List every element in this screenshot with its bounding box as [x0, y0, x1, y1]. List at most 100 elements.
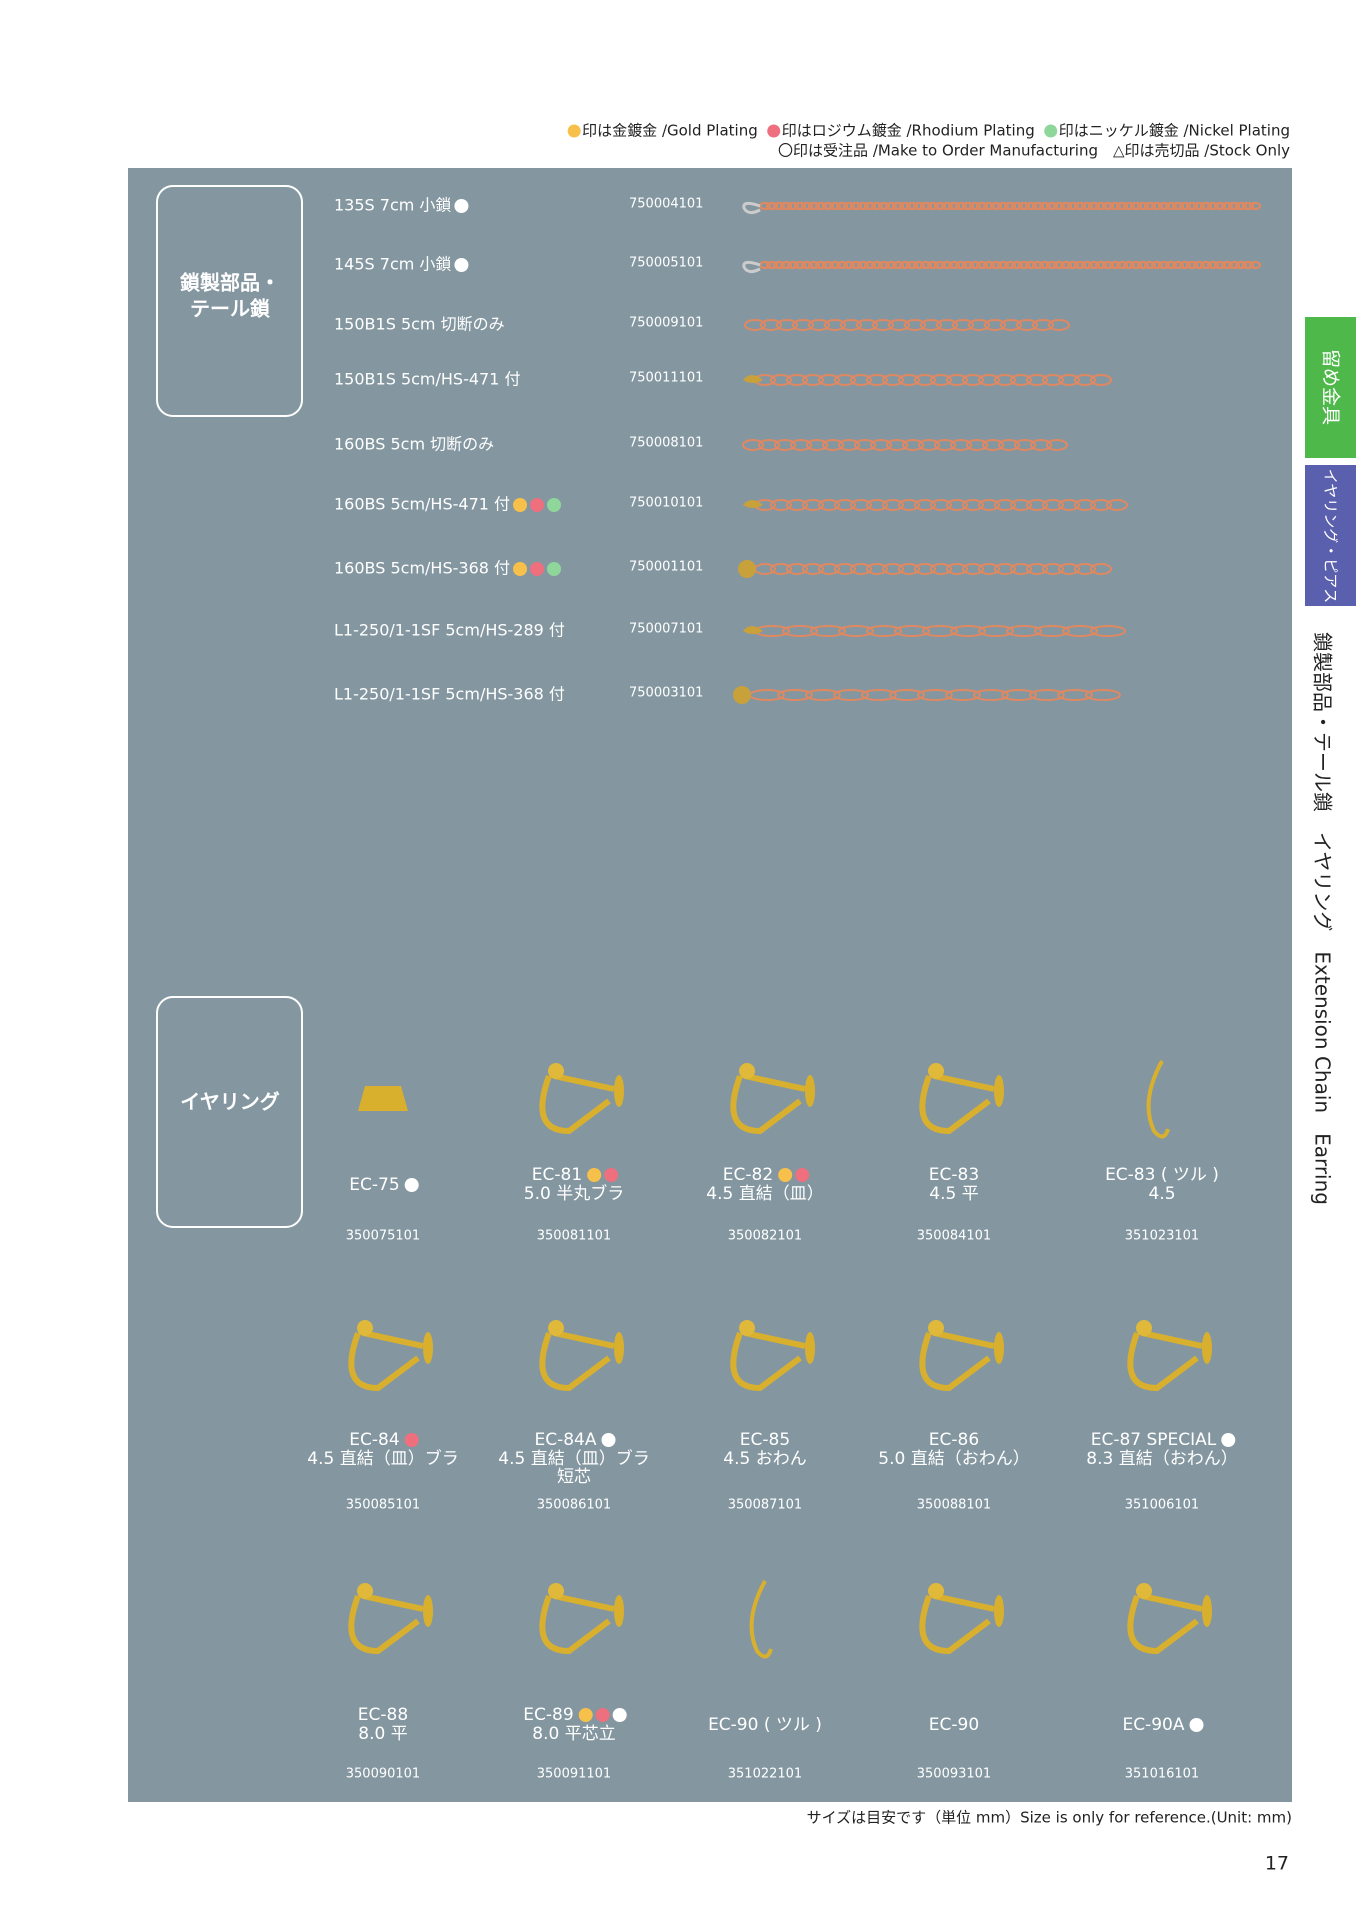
side-tab[interactable] [1305, 465, 1356, 606]
earring-image [1146, 1060, 1170, 1139]
chain-link [950, 625, 986, 637]
chain-link [968, 260, 982, 270]
item-desc: 8.0 平 [358, 1724, 407, 1744]
item-name: EC-75 [349, 1175, 399, 1195]
chain-link [1017, 201, 1031, 211]
plating-dot [1044, 124, 1058, 138]
plating-dot [530, 562, 545, 576]
chain-link [1143, 260, 1157, 270]
chain-link [968, 201, 982, 211]
item-name: EC-82 [723, 1165, 773, 1185]
chain-link [866, 374, 888, 386]
chain-link [1192, 260, 1206, 270]
chain-link [850, 374, 872, 386]
chain-link [854, 439, 876, 451]
chain-link [840, 319, 862, 331]
chain-link [802, 563, 824, 575]
chain-link [1090, 499, 1112, 511]
chain-link [1024, 201, 1038, 211]
chain-link [835, 260, 849, 270]
item-desc: 4.5 おわん [723, 1449, 806, 1469]
chain-link [1016, 319, 1038, 331]
chain-link [838, 439, 860, 451]
pad [423, 1595, 433, 1627]
chain-link [1090, 563, 1112, 575]
chain-link [954, 201, 968, 211]
chain-link [998, 439, 1020, 451]
cap [1136, 1583, 1152, 1599]
earring-image [539, 1583, 624, 1655]
item-code: 750005101 [629, 256, 703, 271]
chain-link [1046, 439, 1068, 451]
chain-link [818, 374, 840, 386]
chain-image [742, 439, 1068, 451]
chain-link [1073, 260, 1087, 270]
chain-link [760, 319, 782, 331]
side-tab[interactable] [1305, 317, 1356, 458]
chain-link [940, 201, 954, 211]
chain-link [850, 563, 872, 575]
chain-link [1010, 260, 1024, 270]
chain-image [743, 625, 1126, 637]
chain-link [1199, 260, 1213, 270]
item-desc: 4.5 直結（皿）ブラ [498, 1448, 649, 1469]
ball-end [733, 686, 751, 704]
chain-link [786, 374, 808, 386]
screw [362, 1330, 424, 1349]
item-code: 350088101 [917, 1498, 991, 1513]
chain-link [1058, 374, 1080, 386]
chain-link [1178, 201, 1192, 211]
chain-link [905, 260, 919, 270]
chain-link [934, 439, 956, 451]
earring-image [348, 1583, 433, 1655]
loop [539, 1331, 611, 1392]
plating-dot [567, 124, 581, 138]
chain-link [824, 319, 846, 331]
item-code: 350086101 [537, 1498, 611, 1513]
chain-image [742, 260, 1262, 274]
chain-link [1157, 201, 1171, 211]
legend-text: 印は金鍍金 /Gold Plating [582, 122, 758, 140]
chain-link [1122, 260, 1136, 270]
plating-dot [604, 1168, 619, 1182]
chain-link [914, 499, 936, 511]
chain-link [919, 260, 933, 270]
chain-link [765, 260, 779, 270]
chain-image [744, 319, 1070, 331]
chain-link [786, 563, 808, 575]
pad [805, 1075, 815, 1107]
chain-link [975, 260, 989, 270]
clasp [742, 260, 761, 274]
chain-link [770, 374, 792, 386]
chain-link [770, 499, 792, 511]
chain-link [1227, 260, 1241, 270]
pad [614, 1332, 624, 1364]
item-desc: 5.0 半丸ブラ [524, 1183, 624, 1204]
chain-link [978, 563, 1000, 575]
chain-link [1052, 201, 1066, 211]
item-name: 145S 7cm 小鎖 [334, 255, 451, 274]
chain-link [984, 319, 1006, 331]
drop-end [743, 500, 763, 508]
loop [1127, 1331, 1199, 1392]
chain-link [1143, 201, 1157, 211]
plating-dot [513, 498, 528, 512]
plating-dot [601, 1433, 616, 1447]
hook [749, 1580, 773, 1659]
chain-link [1178, 260, 1192, 270]
chain-image [733, 686, 1121, 704]
chain-link [946, 563, 968, 575]
chain-link [933, 201, 947, 211]
chain-link [930, 374, 952, 386]
chain-link [772, 201, 786, 211]
chain-link [898, 374, 920, 386]
chain-image [738, 560, 1112, 578]
item-code: 351016101 [1125, 1767, 1199, 1782]
plating-dot [1221, 1433, 1236, 1447]
drop-end [743, 375, 763, 383]
plating-dot [778, 1168, 793, 1182]
chain-link [856, 260, 870, 270]
item-name: 135S 7cm 小鎖 [334, 196, 451, 215]
chain-link [1206, 201, 1220, 211]
cap [357, 1583, 373, 1599]
